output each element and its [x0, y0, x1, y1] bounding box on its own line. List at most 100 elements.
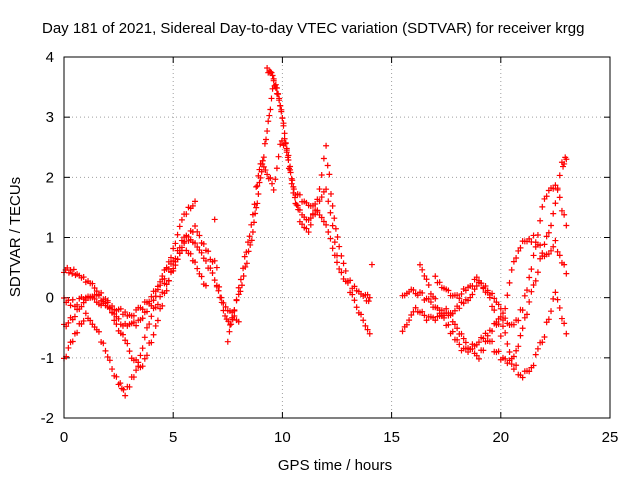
- data-point: [74, 301, 81, 308]
- y-tick-label: 2: [46, 169, 54, 186]
- data-point: [399, 328, 406, 335]
- data-point: [174, 256, 181, 263]
- data-point: [270, 75, 277, 82]
- data-point: [558, 315, 565, 322]
- data-point: [231, 306, 238, 313]
- data-point: [290, 186, 297, 193]
- data-point: [172, 240, 179, 247]
- series-track-h: [399, 182, 570, 328]
- data-point: [543, 233, 550, 240]
- data-point: [240, 265, 247, 272]
- data-point: [486, 294, 493, 301]
- data-point: [425, 295, 432, 302]
- data-point: [545, 229, 552, 236]
- data-point: [268, 69, 275, 76]
- data-point: [314, 208, 321, 215]
- data-point: [141, 355, 148, 362]
- data-point: [148, 302, 155, 309]
- data-point: [115, 315, 122, 322]
- data-point: [423, 317, 430, 324]
- data-point: [548, 308, 555, 315]
- data-point: [360, 317, 367, 324]
- data-point: [548, 247, 555, 254]
- data-point: [109, 309, 116, 316]
- data-point: [143, 308, 150, 315]
- data-point: [338, 269, 345, 276]
- data-point: [456, 295, 463, 302]
- data-point: [552, 289, 559, 296]
- data-point: [256, 166, 263, 173]
- data-point: [174, 231, 181, 238]
- data-point: [202, 257, 209, 264]
- data-point: [460, 335, 467, 342]
- data-point: [323, 186, 330, 193]
- data-point: [71, 313, 78, 320]
- data-point: [82, 310, 89, 317]
- data-point: [416, 261, 423, 268]
- data-point: [545, 316, 552, 323]
- data-point: [469, 291, 476, 298]
- data-point: [280, 122, 287, 129]
- data-point: [332, 225, 339, 232]
- data-point: [526, 235, 533, 242]
- data-point: [133, 367, 140, 374]
- data-point: [192, 198, 199, 205]
- data-point: [541, 334, 548, 341]
- data-point: [281, 135, 288, 142]
- data-point: [326, 171, 333, 178]
- data-point: [480, 285, 487, 292]
- data-point: [454, 292, 461, 299]
- data-point: [473, 274, 480, 281]
- data-point: [408, 312, 415, 319]
- data-point: [163, 281, 170, 288]
- data-point: [406, 317, 413, 324]
- data-point: [473, 352, 480, 359]
- data-point: [329, 202, 336, 209]
- data-point: [351, 297, 358, 304]
- data-point: [484, 289, 491, 296]
- data-point: [552, 200, 559, 207]
- data-point: [563, 222, 570, 229]
- data-point: [215, 287, 222, 294]
- x-tick-label: 5: [169, 429, 177, 446]
- data-point: [189, 202, 196, 209]
- data-point: [510, 258, 517, 265]
- data-point: [122, 392, 129, 399]
- data-point: [122, 337, 129, 344]
- data-point: [427, 299, 434, 306]
- data-point: [489, 303, 496, 310]
- data-point: [436, 279, 443, 286]
- data-point: [458, 330, 465, 337]
- data-point: [334, 234, 341, 241]
- data-point: [192, 259, 199, 266]
- data-point: [245, 239, 252, 246]
- data-point: [69, 338, 76, 345]
- data-point: [139, 306, 146, 313]
- data-point: [539, 250, 546, 257]
- data-point: [148, 313, 155, 320]
- data-point: [421, 272, 428, 279]
- data-point: [508, 266, 515, 273]
- data-point: [69, 316, 76, 323]
- data-point: [556, 194, 563, 201]
- data-point: [253, 204, 260, 211]
- data-point: [324, 162, 331, 169]
- data-point: [256, 179, 263, 186]
- data-point: [454, 325, 461, 332]
- data-point: [351, 283, 358, 290]
- data-point: [347, 277, 354, 284]
- series-track-b: [61, 198, 199, 329]
- data-point: [249, 211, 256, 218]
- data-point: [100, 340, 107, 347]
- data-point: [87, 317, 94, 324]
- data-point: [246, 233, 253, 240]
- data-point: [419, 289, 426, 296]
- data-point: [289, 177, 296, 184]
- data-point: [534, 269, 541, 276]
- data-point: [443, 305, 450, 312]
- data-point: [192, 240, 199, 247]
- data-point: [143, 352, 150, 359]
- y-tick-label: 4: [46, 49, 54, 66]
- data-point: [456, 341, 463, 348]
- data-point: [269, 72, 276, 79]
